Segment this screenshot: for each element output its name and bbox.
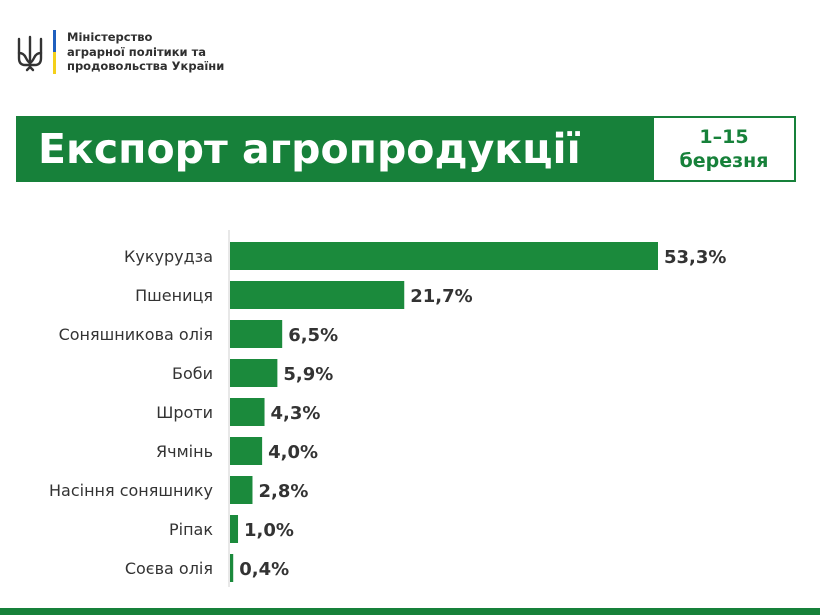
footer-bar	[0, 608, 820, 615]
value-label: 4,0%	[268, 442, 318, 463]
period-range: 1–15	[699, 126, 749, 148]
category-label: Кукурудза	[124, 247, 213, 266]
ministry-line-3: продовольства України	[67, 59, 225, 73]
value-label: 5,9%	[283, 364, 333, 385]
category-label: Соєва олія	[125, 559, 213, 578]
category-label: Ячмінь	[156, 442, 213, 461]
category-label: Ріпак	[169, 520, 213, 539]
value-label: 1,0%	[244, 520, 294, 541]
ministry-line-1: Міністерство	[67, 30, 153, 44]
value-label: 6,5%	[288, 325, 338, 346]
period-month: березня	[679, 150, 769, 172]
bar	[230, 242, 658, 270]
period-badge: 1–15 березня	[652, 116, 796, 182]
bar	[230, 320, 283, 348]
value-label: 21,7%	[410, 286, 472, 307]
flag-divider	[53, 30, 56, 74]
bar	[230, 437, 263, 465]
trident-icon	[17, 35, 43, 72]
category-label: Пшениця	[135, 286, 213, 305]
category-label: Насіння соняшнику	[49, 481, 213, 500]
value-label: 4,3%	[271, 403, 321, 424]
title-banner: Експорт агропродукції 1–15 березня	[16, 116, 796, 182]
export-bar-chart: Кукурудза 53,3% Пшениця 21,7% Соняшникова ол…	[49, 230, 726, 587]
bar	[230, 398, 265, 426]
ministry-name: Міністерство аграрної політики та продов…	[67, 30, 287, 74]
page-title: Експорт агропродукції	[16, 116, 652, 182]
value-label: 0,4%	[239, 559, 289, 580]
category-label: Соняшникова олія	[59, 325, 213, 344]
bar	[230, 281, 405, 309]
bar	[230, 515, 239, 543]
category-label: Шроти	[156, 403, 213, 422]
value-label: 2,8%	[258, 481, 308, 502]
bar	[230, 476, 253, 504]
category-label: Боби	[172, 364, 213, 383]
bar	[230, 359, 278, 387]
ministry-line-2: аграрної політики та	[67, 44, 207, 59]
bar	[230, 554, 234, 582]
value-label: 53,3%	[664, 247, 726, 268]
